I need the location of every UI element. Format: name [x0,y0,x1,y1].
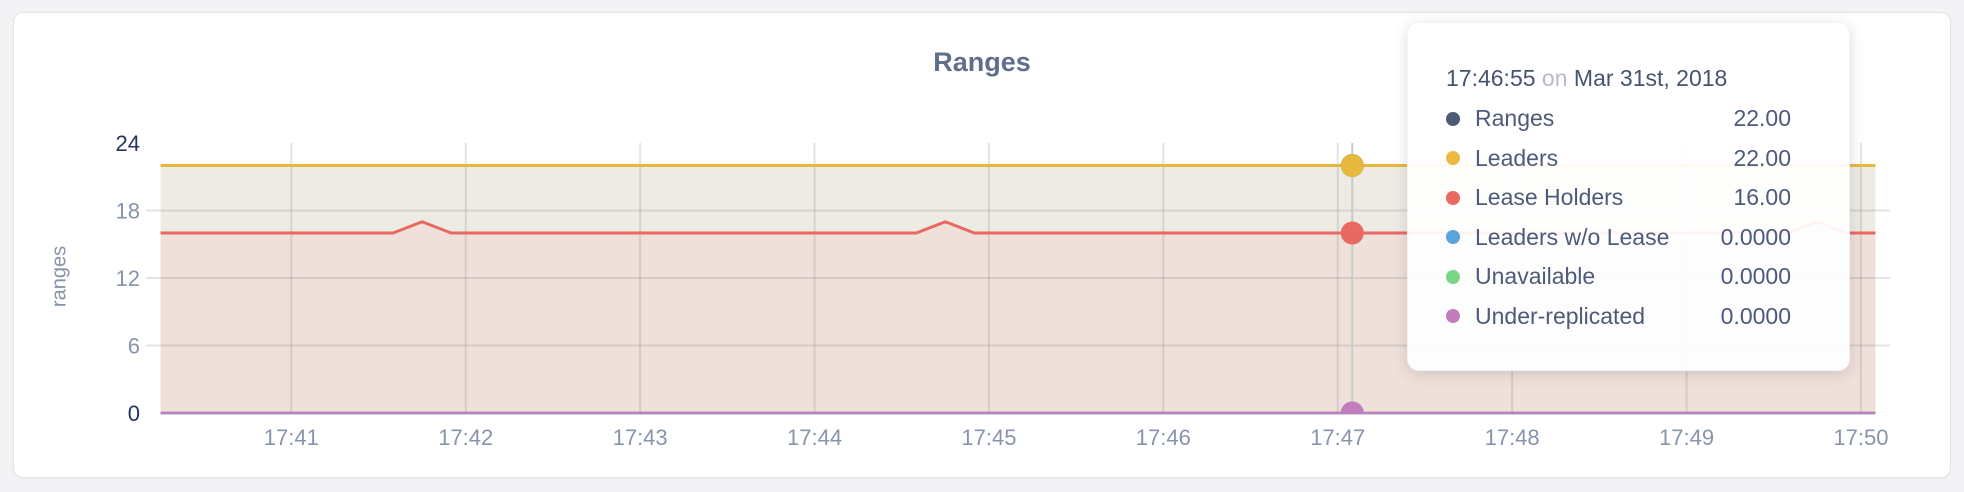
tooltip-row: Under-replicated 0.0000 [1446,297,1791,337]
x-tick-label: 17:46 [1136,425,1191,450]
series-label: Under-replicated [1475,302,1646,329]
series-value: 22.00 [1733,105,1791,132]
y-tick-label: 18 [116,199,140,224]
hover-dot-icon [1340,154,1364,177]
x-tick-label: 17:50 [1833,425,1888,450]
tooltip-row: Ranges 22.00 [1446,99,1791,139]
series-value: 0.0000 [1720,223,1791,250]
x-tick-label: 17:49 [1659,425,1714,450]
tooltip-row: Unavailable 0.0000 [1446,257,1791,297]
series-value: 22.00 [1733,144,1791,171]
x-tick-label: 17:44 [787,425,842,450]
series-label: Unavailable [1475,263,1596,290]
series-label: Lease Holders [1475,184,1624,211]
series-value: 16.00 [1733,184,1791,211]
y-tick-label: 12 [116,266,140,291]
tooltip-date: Mar 31st, 2018 [1573,65,1728,91]
series-label: Leaders [1475,144,1559,171]
series-color-dot-icon [1446,111,1460,126]
chart-title: Ranges [933,47,1031,77]
tooltip-time: 17:46:55 [1446,65,1536,91]
chart-card: Ranges ranges 0 6 12 18 24 17:41 17:42 17:43 17:… [13,12,1951,478]
hover-dots [1340,154,1364,413]
series-label: Ranges [1475,105,1555,132]
tooltip-header: 17:46:55 on Mar 31st, 2018 [1446,57,1791,99]
series-label: Leaders w/o Lease [1475,223,1670,250]
hover-tooltip: 17:46:55 on Mar 31st, 2018 Ranges 22.00 Le… [1407,22,1850,371]
y-tick-label: 6 [128,334,140,359]
tooltip-row: Leaders w/o Lease 0.0000 [1446,218,1791,258]
series-color-dot-icon [1446,151,1460,166]
series-color-dot-icon [1446,230,1460,245]
x-tick-label: 17:43 [613,425,668,450]
x-tick-label: 17:47 [1310,425,1365,450]
series-color-dot-icon [1446,269,1460,284]
x-tick-label: 17:48 [1485,425,1540,450]
tooltip-on-word: on [1541,65,1568,91]
x-tick-label: 17:45 [961,425,1016,450]
series-value: 0.0000 [1720,263,1791,290]
series-value: 0.0000 [1720,302,1791,329]
y-tick-label: 0 [128,401,140,426]
tooltip-rows: Ranges 22.00 Leaders 22.00 Lease Holders 16.0… [1446,99,1791,336]
series-color-dot-icon [1446,190,1460,205]
hover-dot-icon [1340,221,1364,245]
y-tick-label: 24 [116,131,140,156]
tooltip-row: Leaders 22.00 [1446,139,1791,179]
hover-dot-icon [1340,401,1364,413]
series-color-dot-icon [1446,309,1460,324]
x-tick-label: 17:41 [264,425,319,450]
tooltip-row: Lease Holders 16.00 [1446,178,1791,218]
x-tick-label: 17:42 [438,425,493,450]
